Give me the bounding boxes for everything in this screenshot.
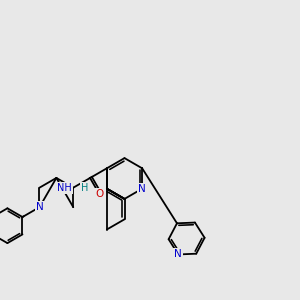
- Text: N: N: [174, 249, 182, 260]
- Text: NH: NH: [57, 183, 72, 193]
- Text: N: N: [138, 184, 146, 194]
- Text: N: N: [36, 202, 43, 212]
- Text: H: H: [81, 183, 88, 193]
- Text: O: O: [95, 189, 103, 199]
